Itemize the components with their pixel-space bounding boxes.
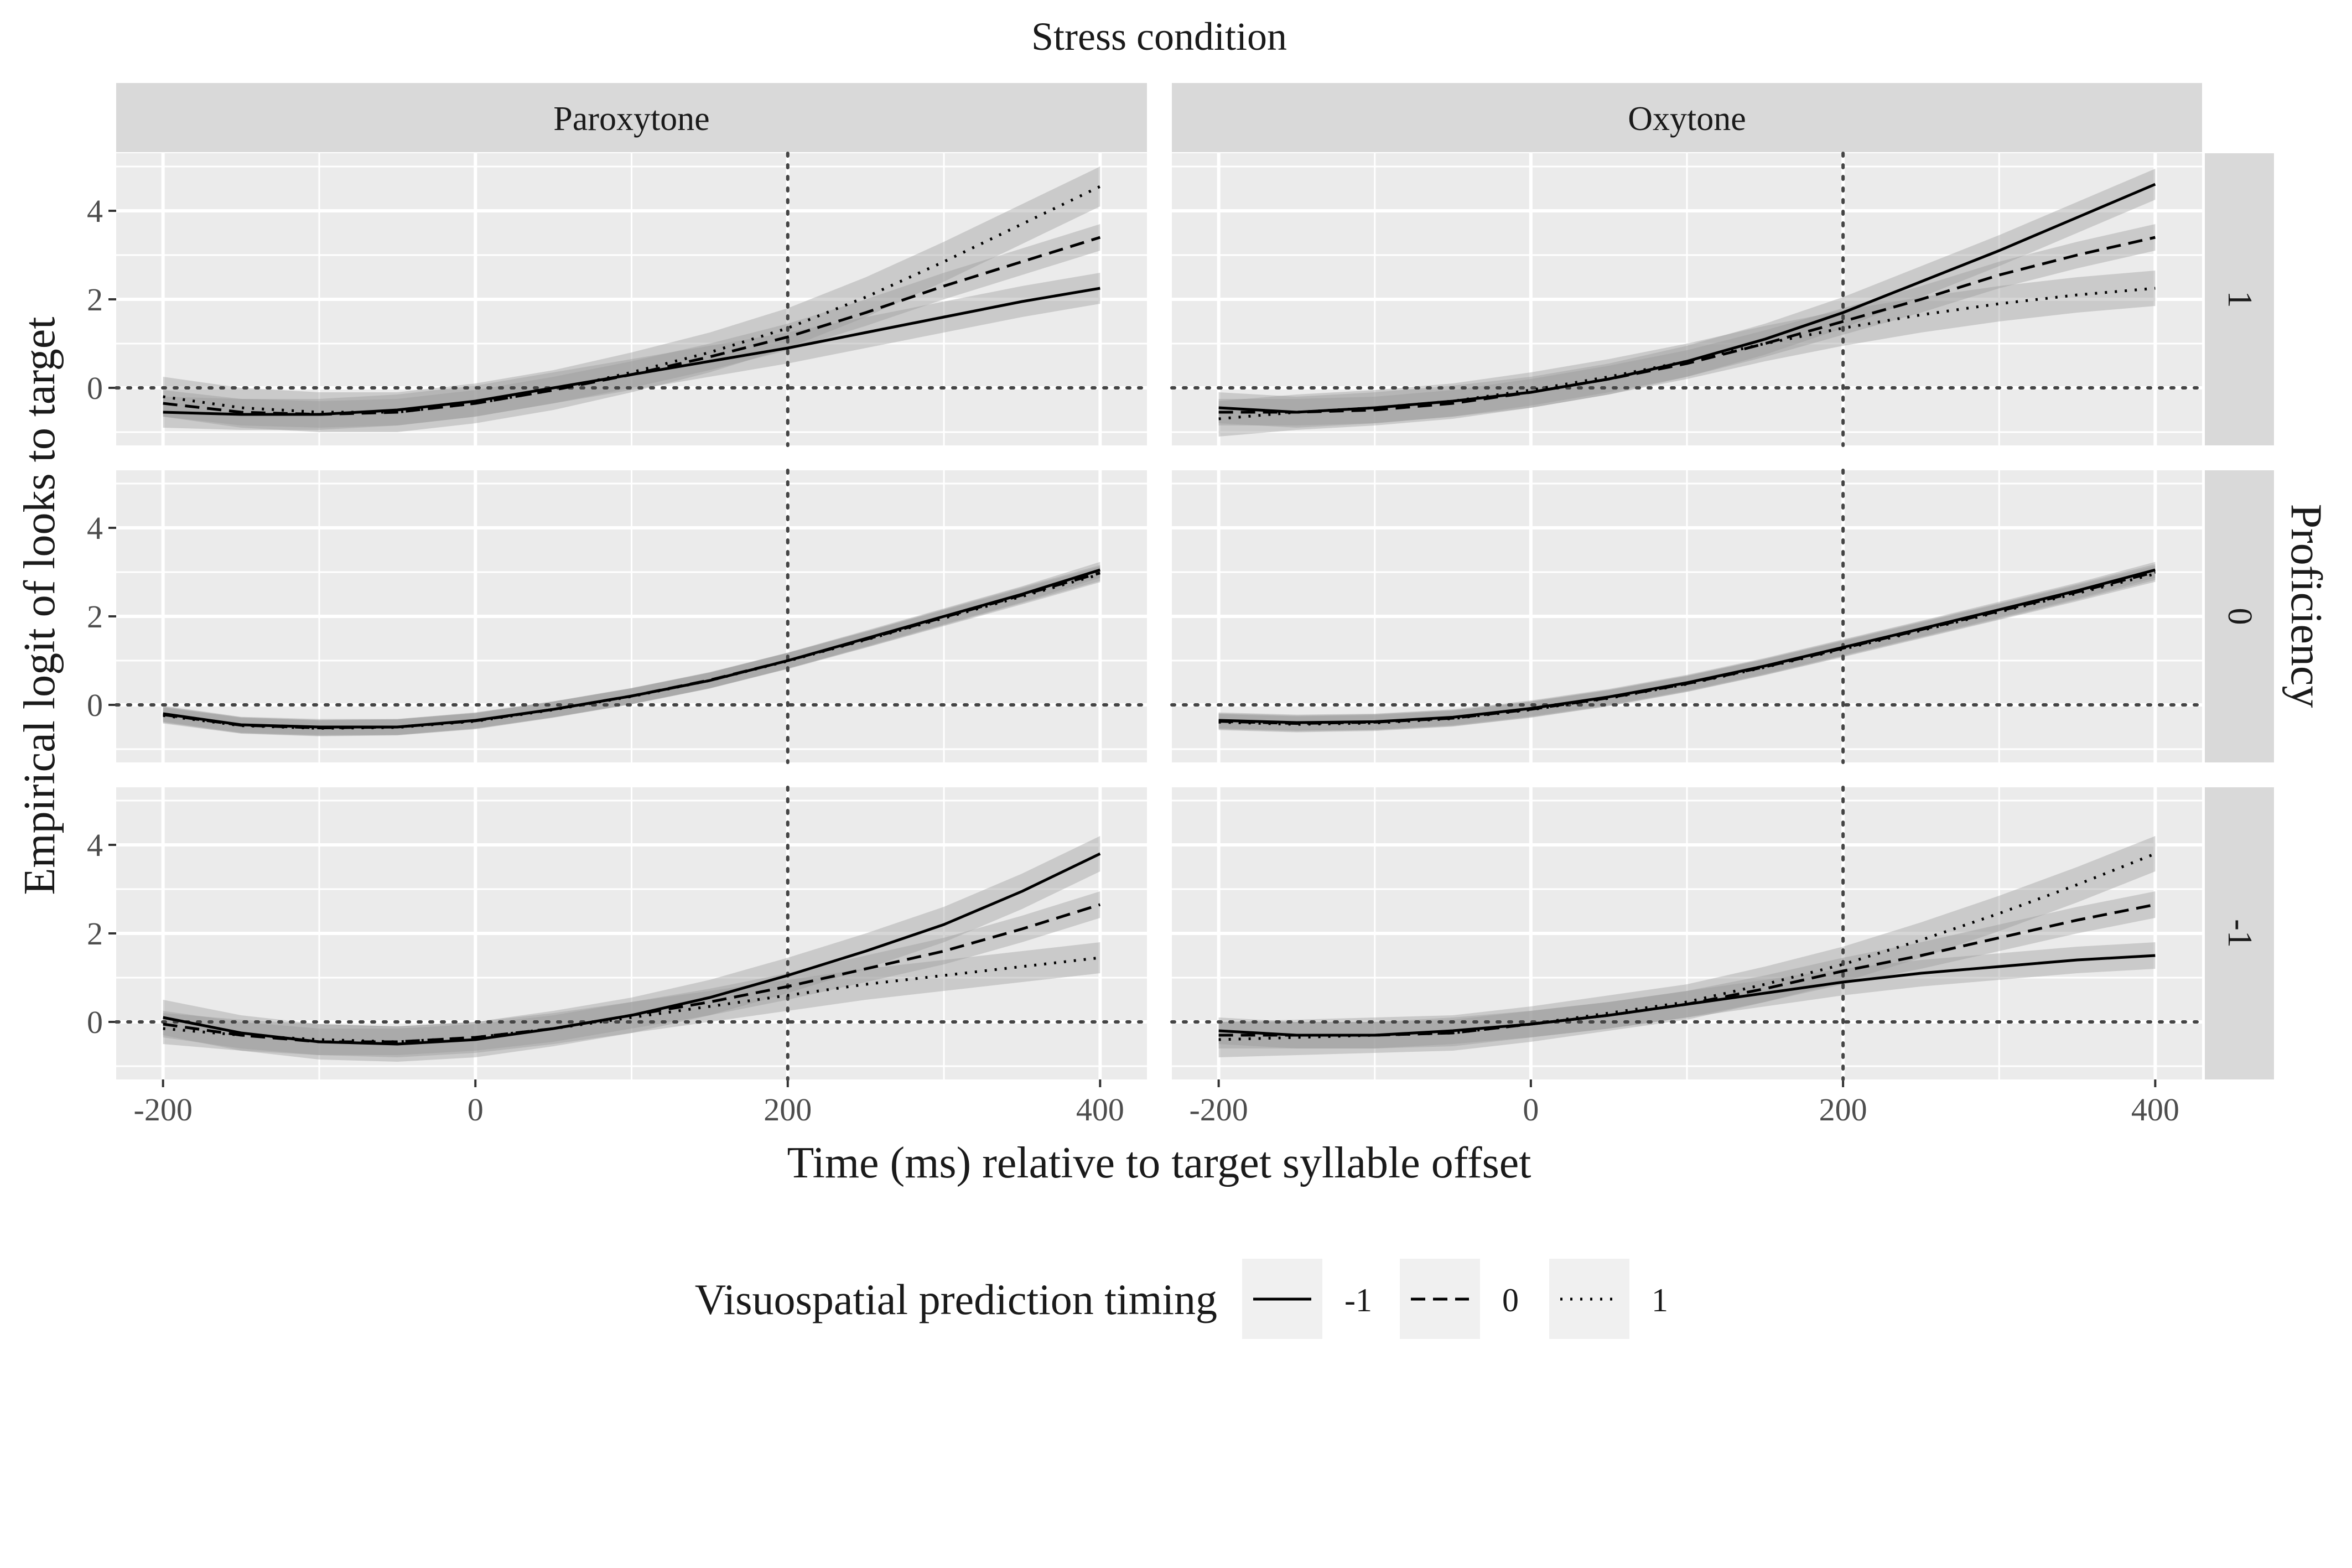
- x-tick-label: 400: [2131, 1092, 2179, 1128]
- panel-paroxytone-prof-1: [115, 152, 1149, 447]
- row-strip-1: 1: [2205, 153, 2274, 445]
- series-line-0: [1218, 903, 2156, 1037]
- column-strip-bg: [116, 83, 1147, 152]
- legend-entry-0: 0: [1400, 1259, 1519, 1339]
- y-tick-label: 4: [87, 510, 103, 546]
- confidence-band--1: [1218, 169, 2156, 428]
- chart-title: Stress condition: [1031, 14, 1287, 59]
- series-line-0: [163, 572, 1100, 730]
- confidence-band-0: [163, 565, 1100, 736]
- y-tick-label: 4: [87, 193, 103, 229]
- confidence-band-1: [163, 942, 1100, 1057]
- row-strip-bg: [2205, 470, 2274, 762]
- panel-oxytone-prof-1: [1170, 152, 2204, 447]
- y-tick-label: 2: [87, 916, 103, 952]
- y-tick-label: 0: [87, 687, 103, 723]
- row-strip-0: 0: [2205, 470, 2274, 762]
- y-tick-label: 0: [87, 370, 103, 406]
- x-tick-label: 200: [764, 1092, 812, 1128]
- series-line-0: [1218, 570, 2156, 725]
- panel-paroxytone-prof--1: [115, 786, 1149, 1081]
- row-strip-label: 1: [2221, 291, 2258, 308]
- confidence-band-0: [1218, 891, 2156, 1048]
- row-strip-label: -1: [2221, 919, 2258, 948]
- x-tick-label: -200: [1189, 1092, 1248, 1128]
- x-axis-title: Time (ms) relative to target syllable of…: [787, 1139, 1531, 1187]
- row-facet-title: Proficiency: [2282, 504, 2330, 708]
- confidence-band-1: [163, 566, 1100, 736]
- confidence-band-1: [163, 167, 1100, 432]
- row-strip-label: 0: [2221, 608, 2258, 625]
- y-tick-label: 4: [87, 827, 103, 863]
- panels: Paroxytone Oxytone 1 0 -1 0 2 4 0 2 4 0 2 4 -200 0 200 40…: [87, 83, 2274, 1128]
- y-tick-label: 0: [87, 1004, 103, 1040]
- x-tick-label: 0: [1523, 1092, 1539, 1128]
- confidence-band-0: [1218, 224, 2156, 425]
- legend-label: -1: [1344, 1282, 1372, 1318]
- series-line-0: [163, 236, 1101, 416]
- column-strip-oxytone: Oxytone: [1172, 83, 2202, 152]
- x-tick-label: -200: [134, 1092, 193, 1128]
- panel-oxytone-prof--1: [1170, 786, 2204, 1081]
- series-line--1: [1218, 183, 2156, 414]
- column-strip-label: Oxytone: [1628, 100, 1746, 138]
- x-tick-label: 200: [1819, 1092, 1867, 1128]
- y-tick-label: 2: [87, 599, 103, 635]
- series-line-0: [163, 903, 1101, 1043]
- column-strip-paroxytone: Paroxytone: [116, 83, 1147, 152]
- confidence-band--1: [163, 562, 1100, 735]
- y-axis-title: Empirical logit of looks to target: [15, 317, 64, 895]
- x-tick-label: 0: [468, 1092, 484, 1128]
- series-line-0: [1218, 236, 2156, 414]
- panel-paroxytone-prof-0: [115, 469, 1149, 764]
- column-strip-bg: [1172, 83, 2202, 152]
- legend-title: Visuospatial prediction timing: [695, 1275, 1217, 1323]
- confidence-band-1: [1218, 271, 2156, 437]
- row-strip--1: -1: [2205, 787, 2274, 1079]
- legend-entry--1: -1: [1242, 1259, 1372, 1339]
- legend: Visuospatial prediction timing -1 0 1: [695, 1259, 1668, 1339]
- row-strip-bg: [2205, 153, 2274, 445]
- legend-label: 0: [1502, 1282, 1519, 1318]
- legend-key-bg: [1549, 1259, 1629, 1339]
- x-tick-label: 400: [1076, 1092, 1124, 1128]
- y-tick-label: 2: [87, 282, 103, 318]
- column-strip-label: Paroxytone: [553, 100, 709, 138]
- panel-oxytone-prof-0: [1170, 469, 2204, 764]
- legend-entry-1: 1: [1549, 1259, 1668, 1339]
- row-strip-bg: [2205, 787, 2274, 1079]
- legend-label: 1: [1652, 1282, 1668, 1318]
